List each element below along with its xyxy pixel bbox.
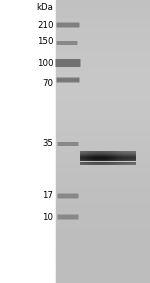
Bar — [130, 151, 131, 165]
Bar — [92, 151, 93, 165]
Bar — [90, 151, 91, 165]
Bar — [111, 151, 112, 165]
Bar — [97, 151, 98, 165]
FancyBboxPatch shape — [56, 59, 81, 67]
Bar — [110, 151, 111, 165]
Bar — [124, 151, 125, 165]
Text: 150: 150 — [37, 38, 54, 46]
Bar — [109, 151, 110, 165]
Bar — [83, 151, 84, 165]
FancyBboxPatch shape — [57, 142, 78, 146]
Bar — [82, 151, 83, 165]
FancyBboxPatch shape — [57, 194, 78, 198]
Bar — [128, 151, 129, 165]
Bar — [114, 151, 115, 165]
Bar — [116, 151, 117, 165]
Bar — [93, 151, 94, 165]
Bar — [103, 151, 104, 165]
Bar — [81, 151, 82, 165]
Bar — [113, 151, 114, 165]
Bar — [104, 151, 105, 165]
Bar — [119, 151, 120, 165]
Text: 70: 70 — [42, 80, 54, 89]
Bar — [99, 151, 100, 165]
Bar — [89, 151, 90, 165]
Bar — [126, 151, 127, 165]
Bar — [129, 151, 130, 165]
Text: 17: 17 — [42, 192, 54, 200]
FancyBboxPatch shape — [57, 23, 80, 27]
Bar — [87, 151, 88, 165]
Bar — [101, 151, 102, 165]
Bar — [91, 151, 92, 165]
Bar — [84, 151, 85, 165]
Text: 100: 100 — [37, 59, 54, 68]
Text: kDa: kDa — [37, 3, 54, 12]
Text: 35: 35 — [42, 138, 54, 147]
Bar — [95, 151, 96, 165]
Bar — [132, 151, 133, 165]
Bar — [121, 151, 122, 165]
Bar — [107, 151, 108, 165]
FancyBboxPatch shape — [57, 78, 80, 83]
Bar — [122, 151, 123, 165]
Bar — [98, 151, 99, 165]
Bar — [125, 151, 126, 165]
Bar — [131, 151, 132, 165]
Bar — [105, 151, 106, 165]
Text: 210: 210 — [37, 20, 54, 29]
Bar — [127, 151, 128, 165]
Bar — [118, 151, 119, 165]
Bar — [123, 151, 124, 165]
FancyBboxPatch shape — [57, 41, 78, 45]
Bar — [96, 151, 97, 165]
Bar — [135, 151, 136, 165]
Text: 10: 10 — [42, 213, 54, 222]
Bar — [88, 151, 89, 165]
Bar — [112, 151, 113, 165]
Bar — [115, 151, 116, 165]
Bar — [133, 151, 134, 165]
Bar — [117, 151, 118, 165]
Bar — [94, 151, 95, 165]
Bar — [100, 151, 101, 165]
FancyBboxPatch shape — [57, 215, 78, 220]
Bar — [108, 151, 109, 165]
Bar — [100, 151, 101, 165]
Bar — [102, 151, 103, 165]
Bar — [120, 151, 121, 165]
Bar — [85, 151, 86, 165]
Bar — [86, 151, 87, 165]
Bar — [134, 151, 135, 165]
Bar — [106, 151, 107, 165]
Bar — [80, 151, 81, 165]
